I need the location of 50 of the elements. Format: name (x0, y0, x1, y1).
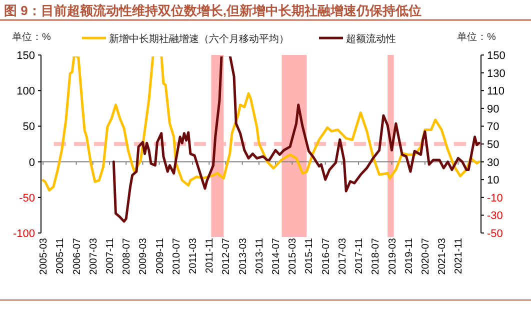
x-tick-label: 2011-03 (188, 238, 200, 274)
y2-tick-label: 70 (487, 121, 500, 134)
x-tick-label: 2007-11 (104, 238, 116, 274)
y2-tick-label: 130 (487, 68, 506, 80)
y-tick-label: 100 (16, 86, 35, 98)
x-tick-label: 2016-07 (320, 238, 332, 275)
x-tick-label: 2013-11 (254, 238, 266, 274)
x-tick-label: 2015-11 (304, 238, 316, 274)
y-tick-label: 150 (16, 50, 35, 62)
y-tick-label: 0 (28, 156, 35, 169)
x-tick-label: 2021-03 (437, 238, 448, 275)
legend-label: 超额流动性 (346, 33, 396, 45)
x-tick-label: 2017-11 (354, 238, 366, 274)
x-tick-label: 2020-07 (420, 238, 432, 275)
y2-tick-label: 110 (487, 86, 505, 98)
y-axis-title: 单位：% (12, 31, 51, 43)
x-tick-label: 2005-11 (55, 238, 66, 274)
x-tick-label: 2015-03 (288, 238, 299, 275)
x-tick-label: 2006-07 (72, 238, 83, 275)
x-tick-label: 2007-03 (88, 238, 100, 275)
y-tick-label: 50 (22, 121, 35, 134)
line-series (42, 56, 480, 192)
y2-tick-label: 30 (487, 156, 500, 169)
x-tick-label: 2019-11 (404, 238, 415, 274)
y2-tick-label: -30 (487, 210, 503, 222)
x-tick-label: 2021-11 (454, 238, 465, 274)
x-tick-label: 2011-11 (204, 238, 216, 274)
x-tick-label: 2013-03 (238, 238, 249, 275)
y2-tick-label: 10 (487, 174, 500, 187)
x-tick-label: 2017-03 (337, 238, 348, 275)
x-tick-label: 2009-11 (154, 238, 166, 274)
x-tick-label: 2008-07 (122, 238, 133, 275)
line-series (112, 56, 480, 223)
y2-tick-label: 90 (487, 103, 500, 116)
x-tick-label: 2012-07 (221, 238, 232, 275)
x-tick-label: 2014-07 (271, 238, 282, 275)
y2-axis-title: 单位：% (457, 31, 496, 43)
x-tick-label: 2010-07 (171, 238, 182, 275)
x-tick-label: 2005-03 (38, 238, 50, 275)
y-tick-label: -50 (19, 192, 35, 204)
y2-tick-label: 150 (487, 50, 506, 62)
legend-label: 新增中长期社融增速（六个月移动平均） (109, 33, 289, 45)
x-tick-label: 2009-03 (138, 238, 150, 275)
y2-tick-label: -50 (487, 228, 503, 240)
x-tick-label: 2019-03 (387, 238, 398, 275)
chart-title: 图 9：目前超额流动性维持双位数增长,但新增中长期社融增速仍保持低位 (4, 3, 422, 18)
x-tick-label: 2018-07 (370, 238, 382, 275)
y2-tick-label: -10 (487, 192, 503, 204)
y-tick-label: -100 (12, 228, 35, 240)
y2-tick-label: 50 (487, 139, 500, 151)
